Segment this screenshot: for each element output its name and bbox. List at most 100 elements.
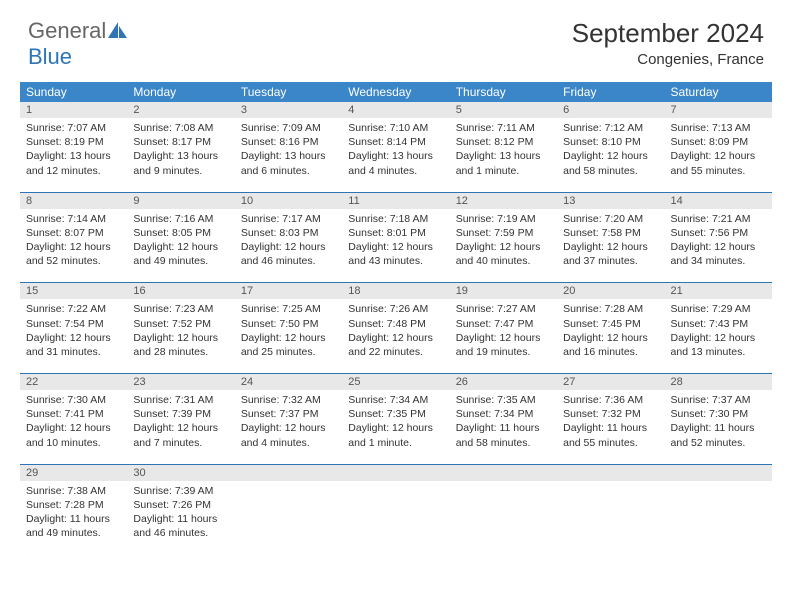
dow-wednesday: Wednesday xyxy=(342,82,449,102)
day-cell xyxy=(235,481,342,555)
sunrise: Sunrise: 7:35 AM xyxy=(456,394,536,406)
day-cell: Sunrise: 7:37 AMSunset: 7:30 PMDaylight:… xyxy=(665,390,772,464)
daylight-line1: Daylight: 12 hours xyxy=(563,241,648,253)
sunrise: Sunrise: 7:23 AM xyxy=(133,303,213,315)
daylight-line1: Daylight: 11 hours xyxy=(456,422,540,434)
day-num: 6 xyxy=(557,102,664,118)
sunrise: Sunrise: 7:21 AM xyxy=(671,213,751,225)
day-num: 7 xyxy=(665,102,772,118)
daylight-line2: and 28 minutes. xyxy=(133,346,208,358)
day-num: 21 xyxy=(665,283,772,300)
sunset: Sunset: 8:14 PM xyxy=(348,136,426,148)
day-cell: Sunrise: 7:16 AMSunset: 8:05 PMDaylight:… xyxy=(127,209,234,283)
week-3-data: Sunrise: 7:22 AM Sunset: 7:54 PM Daylight:… xyxy=(20,299,772,373)
daylight-line2: and 46 minutes. xyxy=(241,255,316,267)
day-num: 13 xyxy=(557,192,664,209)
day-cell: Sunrise: 7:30 AMSunset: 7:41 PMDaylight:… xyxy=(20,390,127,464)
daylight-line2: and 52 minutes. xyxy=(26,255,101,267)
sunset: Sunset: 7:26 PM xyxy=(133,499,211,511)
day-cell: Sunrise: 7:38 AMSunset: 7:28 PMDaylight:… xyxy=(20,481,127,555)
daylight-line1: Daylight: 12 hours xyxy=(241,422,326,434)
dow-monday: Monday xyxy=(127,82,234,102)
calendar-table: Sunday Monday Tuesday Wednesday Thursday… xyxy=(20,82,772,554)
daylight-line2: and 43 minutes. xyxy=(348,255,423,267)
day-cell xyxy=(342,481,449,555)
daylight-line1: Daylight: 11 hours xyxy=(26,513,110,525)
sunrise: Sunrise: 7:32 AM xyxy=(241,394,321,406)
logo: General Blue xyxy=(28,18,128,70)
day-cell xyxy=(557,481,664,555)
daylight-line1: Daylight: 12 hours xyxy=(563,332,648,344)
day-num: 3 xyxy=(235,102,342,118)
daylight-line2: and 16 minutes. xyxy=(563,346,638,358)
day-num: 9 xyxy=(127,192,234,209)
sunrise: Sunrise: 7:22 AM xyxy=(26,303,106,315)
day-cell: Sunrise: 7:28 AMSunset: 7:45 PMDaylight:… xyxy=(557,299,664,373)
day-num: 15 xyxy=(20,283,127,300)
month-title: September 2024 xyxy=(572,18,764,49)
day-num: 16 xyxy=(127,283,234,300)
day-num: 4 xyxy=(342,102,449,118)
daylight-line2: and 6 minutes. xyxy=(241,165,310,177)
day-num: 24 xyxy=(235,374,342,391)
day-num xyxy=(342,464,449,481)
sunrise: Sunrise: 7:30 AM xyxy=(26,394,106,406)
daylight-line2: and 40 minutes. xyxy=(456,255,531,267)
sunrise: Sunrise: 7:17 AM xyxy=(241,213,321,225)
day-num: 18 xyxy=(342,283,449,300)
sunset: Sunset: 7:58 PM xyxy=(563,227,641,239)
sunrise: Sunrise: 7:11 AM xyxy=(456,122,535,134)
day-num: 28 xyxy=(665,374,772,391)
daylight-line2: and 13 minutes. xyxy=(671,346,746,358)
sunrise: Sunrise: 7:36 AM xyxy=(563,394,643,406)
daylight-line1: Daylight: 11 hours xyxy=(563,422,647,434)
sunrise: Sunrise: 7:38 AM xyxy=(26,485,106,497)
daylight-line1: Daylight: 12 hours xyxy=(671,241,756,253)
sunset: Sunset: 7:59 PM xyxy=(456,227,534,239)
day-cell: Sunrise: 7:18 AM Sunset: 8:01 PM Daylight:… xyxy=(342,209,449,283)
daylight-line1: Daylight: 12 hours xyxy=(456,332,541,344)
day-cell: Sunrise: 7:23 AMSunset: 7:52 PMDaylight:… xyxy=(127,299,234,373)
day-cell: Sunrise: 7:26 AMSunset: 7:48 PMDaylight:… xyxy=(342,299,449,373)
day-num: 30 xyxy=(127,464,234,481)
sunset: Sunset: 7:54 PM xyxy=(26,318,104,330)
day-num: 5 xyxy=(450,102,557,118)
daylight-line1: Daylight: 13 hours xyxy=(348,150,433,162)
week-2-nums: 891011121314 xyxy=(20,192,772,209)
sunset: Sunset: 8:03 PM xyxy=(241,227,319,239)
dow-friday: Friday xyxy=(557,82,664,102)
day-num xyxy=(235,464,342,481)
day-cell: Sunrise: 7:14 AM Sunset: 8:07 PM Daylight:… xyxy=(20,209,127,283)
daylight-line2: and 58 minutes. xyxy=(563,165,638,177)
daylight-line2: and 10 minutes. xyxy=(26,437,101,449)
day-num: 1 xyxy=(20,102,127,118)
sunrise: Sunrise: 7:18 AM xyxy=(348,213,428,225)
sunset: Sunset: 8:09 PM xyxy=(671,136,749,148)
daylight-line1: Daylight: 12 hours xyxy=(348,422,433,434)
sunset: Sunset: 8:16 PM xyxy=(241,136,319,148)
sunset: Sunset: 7:34 PM xyxy=(456,408,534,420)
sunset: Sunset: 8:07 PM xyxy=(26,227,104,239)
day-cell: Sunrise: 7:32 AMSunset: 7:37 PMDaylight:… xyxy=(235,390,342,464)
day-num: 17 xyxy=(235,283,342,300)
sunset: Sunset: 8:01 PM xyxy=(348,227,426,239)
daylight-line1: Daylight: 12 hours xyxy=(133,332,218,344)
week-2-data: Sunrise: 7:14 AM Sunset: 8:07 PM Daylight:… xyxy=(20,209,772,283)
week-1-data: Sunrise: 7:07 AMSunset: 8:19 PMDaylight:… xyxy=(20,118,772,192)
daylight-line1: Daylight: 12 hours xyxy=(26,241,111,253)
logo-text-blue: Blue xyxy=(28,44,72,69)
sunrise: Sunrise: 7:14 AM xyxy=(26,213,106,225)
day-of-week-header: Sunday Monday Tuesday Wednesday Thursday… xyxy=(20,82,772,102)
day-cell: Sunrise: 7:25 AMSunset: 7:50 PMDaylight:… xyxy=(235,299,342,373)
sunset: Sunset: 7:43 PM xyxy=(671,318,749,330)
week-5-data: Sunrise: 7:38 AMSunset: 7:28 PMDaylight:… xyxy=(20,481,772,555)
sunrise: Sunrise: 7:16 AM xyxy=(133,213,213,225)
daylight-line1: Daylight: 13 hours xyxy=(26,150,111,162)
sunrise: Sunrise: 7:26 AM xyxy=(348,303,428,315)
sunset: Sunset: 7:41 PM xyxy=(26,408,104,420)
day-cell: Sunrise: 7:39 AMSunset: 7:26 PMDaylight:… xyxy=(127,481,234,555)
day-cell: Sunrise: 7:36 AMSunset: 7:32 PMDaylight:… xyxy=(557,390,664,464)
daylight-line1: Daylight: 12 hours xyxy=(348,241,433,253)
sunset: Sunset: 7:45 PM xyxy=(563,318,641,330)
day-cell: Sunrise: 7:20 AMSunset: 7:58 PMDaylight:… xyxy=(557,209,664,283)
